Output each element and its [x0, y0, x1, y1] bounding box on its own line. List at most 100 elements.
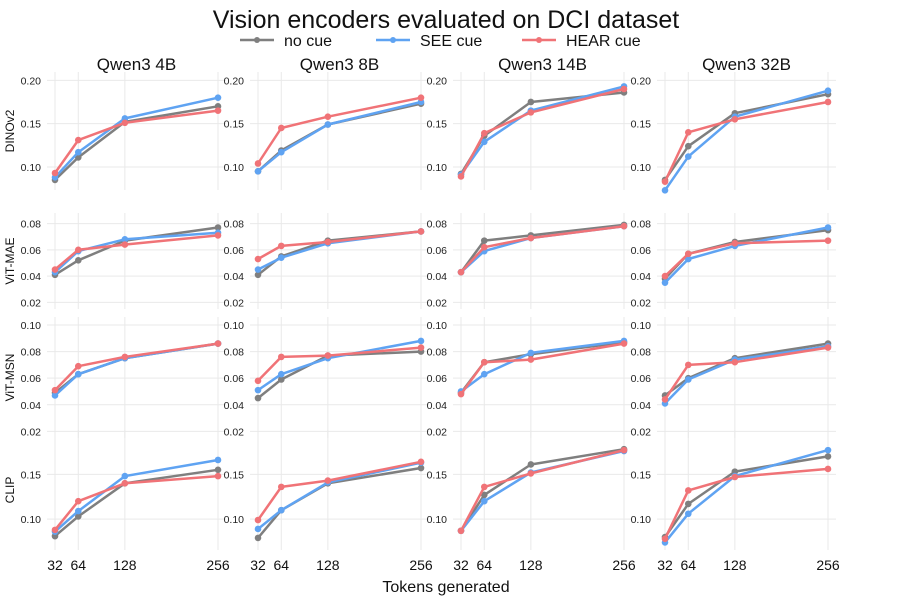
- row-label: DINOv2: [3, 109, 17, 152]
- data-point: [254, 160, 262, 167]
- y-tick-label: 0.06: [427, 373, 448, 385]
- data-point: [684, 128, 692, 136]
- data-point: [527, 109, 535, 116]
- data-point: [324, 477, 332, 484]
- data-point: [480, 129, 488, 137]
- data-point: [121, 479, 129, 487]
- y-tick-label: 0.06: [224, 373, 245, 385]
- data-point: [480, 370, 488, 378]
- chart-title: Vision encoders evaluated on DCI dataset: [213, 6, 680, 34]
- data-point: [74, 507, 82, 515]
- data-point: [254, 516, 262, 524]
- series-line-no-cue: [663, 455, 830, 539]
- series-line-HEAR-cue: [256, 96, 423, 165]
- data-point: [527, 98, 535, 106]
- x-tick-label: 64: [680, 557, 696, 573]
- series-line-SEE-cue: [459, 85, 626, 176]
- y-tick-label: 0.04: [427, 400, 448, 412]
- data-point: [74, 497, 82, 505]
- y-tick-label: 0.02: [224, 426, 245, 438]
- y-tick-label: 0.10: [631, 514, 652, 526]
- series-line-no-cue: [459, 447, 626, 533]
- y-tick-label: 0.20: [631, 75, 652, 87]
- y-tick-label: 0.06: [631, 373, 652, 385]
- y-tick-label: 0.02: [21, 297, 42, 309]
- y-tick-label: 0.15: [631, 119, 652, 131]
- y-tick-label: 0.15: [21, 119, 42, 131]
- series-line-no-cue: [53, 226, 220, 277]
- y-tick-label: 0.08: [631, 219, 652, 231]
- series-line-HEAR-cue: [663, 239, 830, 278]
- y-tick-label: 0.15: [224, 469, 245, 481]
- data-point: [277, 353, 285, 361]
- x-tick-label: 64: [476, 557, 492, 573]
- y-tick-label: 0.06: [21, 245, 42, 257]
- data-point: [417, 228, 425, 235]
- data-point: [51, 386, 59, 394]
- x-tick-label: 32: [453, 557, 469, 573]
- panel-3-1: 0.10 0.15 32 64 128 256: [224, 430, 433, 573]
- data-point: [254, 271, 262, 279]
- series-line-HEAR-cue: [663, 346, 830, 401]
- data-point: [620, 85, 628, 93]
- data-point: [457, 173, 465, 180]
- data-point: [480, 483, 488, 491]
- series-line-SEE-cue: [459, 339, 626, 393]
- data-point: [457, 390, 465, 398]
- column-title: Qwen3 8B: [300, 55, 379, 74]
- data-point: [684, 361, 692, 369]
- data-point: [661, 396, 669, 403]
- series-line-SEE-cue: [53, 458, 220, 533]
- y-tick-label: 0.08: [427, 219, 448, 231]
- y-tick-label: 0.20: [21, 75, 42, 87]
- series-line-HEAR-cue: [53, 342, 220, 392]
- data-point: [527, 356, 535, 363]
- data-point: [277, 370, 285, 378]
- y-tick-label: 0.15: [427, 469, 448, 481]
- y-tick-label: 0.04: [21, 271, 42, 283]
- series-line-SEE-cue: [53, 96, 220, 179]
- series-line-SEE-cue: [256, 100, 423, 173]
- data-point: [661, 279, 669, 286]
- row-label: ViT-MSN: [3, 354, 17, 402]
- data-point: [254, 534, 262, 542]
- data-point: [620, 222, 628, 230]
- data-point: [824, 237, 832, 244]
- data-point: [684, 250, 692, 258]
- data-point: [214, 466, 222, 474]
- x-tick-label: 128: [723, 557, 747, 573]
- y-tick-label: 0.10: [631, 162, 652, 174]
- row-label: CLIP: [3, 477, 17, 504]
- series-line-HEAR-cue: [53, 474, 220, 532]
- x-tick-label: 256: [206, 557, 230, 573]
- x-tick-label: 256: [409, 557, 433, 573]
- data-point: [417, 337, 425, 345]
- data-point: [214, 340, 222, 347]
- y-tick-label: 0.10: [21, 162, 42, 174]
- y-tick-label: 0.06: [427, 245, 448, 257]
- x-tick-label: 64: [273, 557, 289, 573]
- data-point: [277, 124, 285, 132]
- data-point: [277, 506, 285, 514]
- y-tick-label: 0.08: [224, 347, 245, 359]
- panel-grid: Qwen3 4B Qwen3 8B Qwen3 14B Qwen3 32B DINOv2…: [3, 55, 840, 573]
- data-point: [684, 487, 692, 494]
- series-line-no-cue: [256, 230, 423, 277]
- x-tick-label: 256: [612, 557, 636, 573]
- panel-1-1: 0.02 0.04 0.06 0.08: [224, 213, 429, 309]
- data-point: [731, 473, 739, 481]
- row-label: ViT-MAE: [3, 237, 17, 284]
- x-tick-label: 128: [113, 557, 137, 573]
- y-tick-label: 0.20: [427, 75, 448, 87]
- panel-2-2: 0.02 0.04 0.06 0.08 0.10: [427, 317, 632, 438]
- y-tick-label: 0.04: [224, 271, 245, 283]
- data-point: [277, 148, 285, 156]
- series-line-SEE-cue: [663, 226, 830, 284]
- y-tick-label: 0.06: [21, 373, 42, 385]
- series-line-HEAR-cue: [459, 342, 626, 396]
- panel-2-1: 0.02 0.04 0.06 0.08 0.10: [224, 317, 429, 438]
- data-point: [824, 465, 832, 473]
- data-point: [277, 376, 285, 383]
- data-point: [121, 241, 129, 248]
